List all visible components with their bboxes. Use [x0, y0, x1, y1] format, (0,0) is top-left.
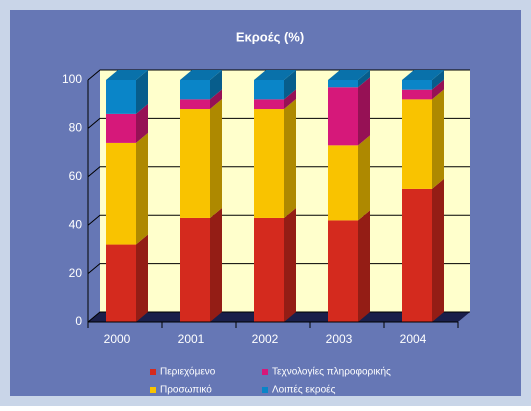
bar-segment — [254, 80, 284, 100]
bar-side — [210, 70, 222, 100]
legend-label: Λοιπές εκροές — [272, 384, 336, 396]
bar-side — [136, 132, 148, 245]
legend-label: Τεχνολογίες πληροφορικής — [272, 366, 391, 378]
bar-side — [284, 207, 296, 322]
chart-title: Εκροές (%) — [236, 29, 304, 44]
y-tick-label: 40 — [69, 217, 83, 231]
bar-side — [210, 207, 222, 322]
legend-swatch — [150, 369, 156, 375]
bar-segment — [106, 244, 136, 322]
y-tick-label: 20 — [69, 266, 83, 280]
y-tick-label: 100 — [62, 72, 82, 86]
y-tick-label: 80 — [69, 121, 83, 135]
legend-swatch — [150, 387, 156, 393]
bar-top — [106, 70, 148, 80]
bar-top — [402, 70, 444, 80]
bar-side — [432, 89, 444, 189]
bar-side — [210, 99, 222, 218]
bar-side — [358, 70, 370, 88]
bar-side — [432, 70, 444, 90]
bar-segment — [106, 142, 136, 245]
bar-segment — [328, 80, 358, 88]
bar-side — [210, 89, 222, 110]
legend-label: Προσωπικό — [160, 384, 212, 396]
bar-segment — [180, 99, 210, 110]
bar-segment — [106, 80, 136, 114]
x-tick-label: 2003 — [326, 332, 353, 346]
bar-side — [284, 70, 296, 100]
bar-side — [358, 210, 370, 322]
bar-side — [136, 234, 148, 322]
legend-swatch — [262, 369, 268, 375]
bar-side — [136, 70, 148, 114]
bar-segment — [254, 217, 284, 322]
bar-top — [328, 70, 370, 80]
bar-side — [358, 135, 370, 221]
legend-label: Περιεχόμενο — [160, 366, 216, 378]
x-tick-label: 2000 — [104, 332, 131, 346]
bar-segment — [402, 188, 432, 322]
x-tick-label: 2004 — [400, 332, 427, 346]
bar-segment — [328, 87, 358, 146]
bar-side — [284, 99, 296, 218]
y-tick-label: 0 — [75, 314, 82, 328]
legend-swatch — [262, 387, 268, 393]
bar-segment — [180, 217, 210, 322]
bar-segment — [254, 99, 284, 110]
bar-segment — [328, 220, 358, 322]
bar-segment — [328, 145, 358, 221]
bar-side — [432, 79, 444, 100]
bar-side — [358, 77, 370, 146]
bar-segment — [402, 80, 432, 90]
bar-top — [180, 70, 222, 80]
bar-segment — [180, 109, 210, 218]
bar-side — [432, 178, 444, 322]
y-tick-label: 60 — [69, 169, 83, 183]
bar-segment — [402, 99, 432, 189]
bar-side — [284, 89, 296, 110]
bar-side — [136, 103, 148, 143]
bar-segment — [106, 113, 136, 143]
bar-top — [254, 70, 296, 80]
x-tick-label: 2002 — [252, 332, 279, 346]
bar-segment — [180, 80, 210, 100]
bar-segment — [254, 109, 284, 218]
bar-segment — [402, 89, 432, 100]
x-tick-label: 2001 — [178, 332, 205, 346]
